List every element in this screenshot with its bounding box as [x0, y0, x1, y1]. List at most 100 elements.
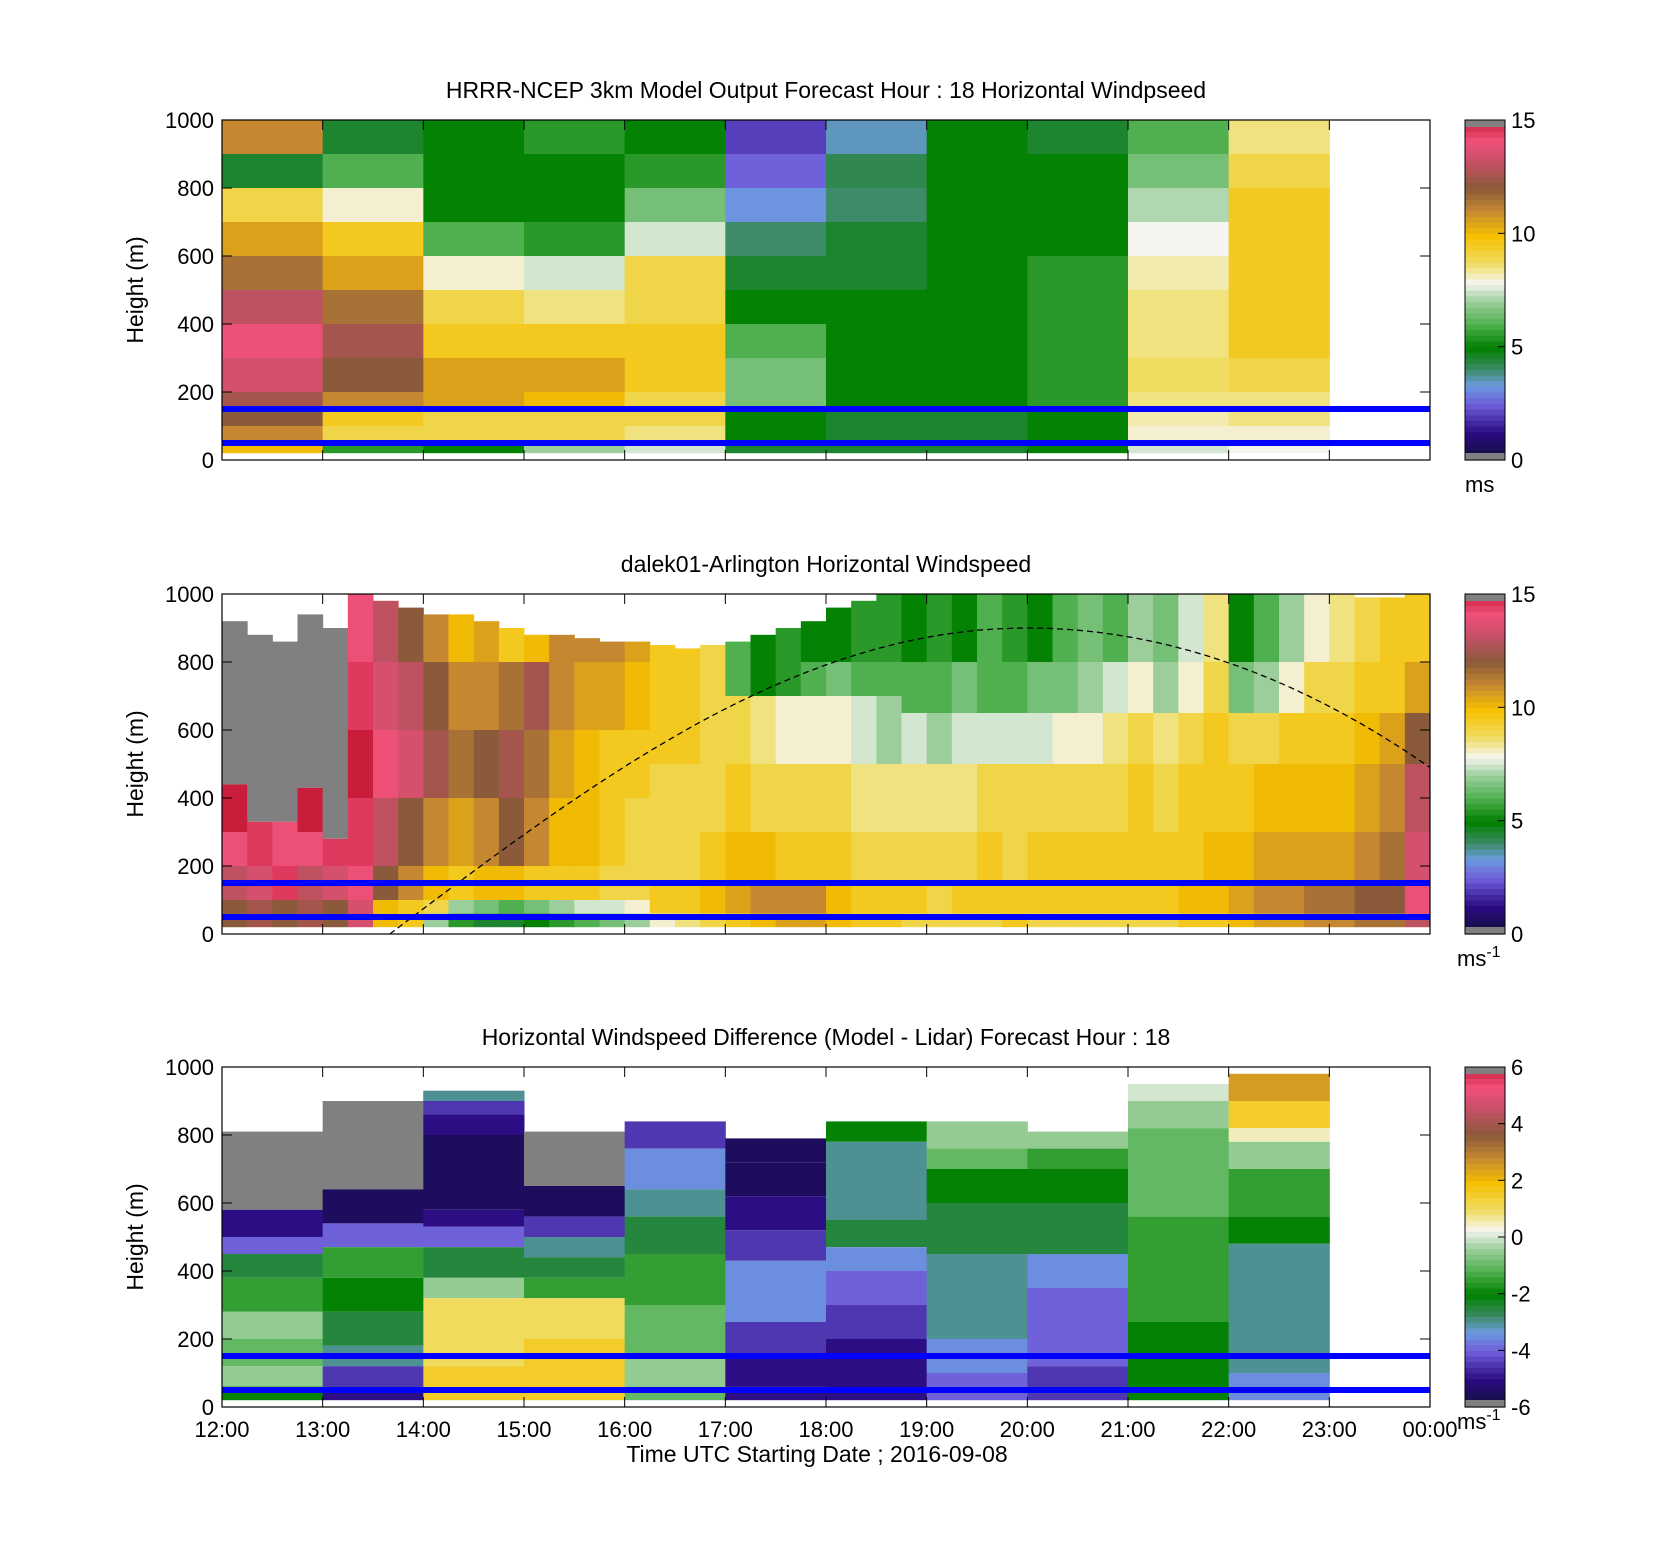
colorbar-tick-label: -2 — [1511, 1282, 1531, 1307]
heatmap-cell — [926, 409, 1028, 426]
heatmap-cell — [1102, 832, 1129, 883]
heatmap-cell — [926, 324, 1028, 358]
colorbar: 0 5 10 15 ms — [1464, 108, 1535, 497]
heatmap-cell — [524, 634, 550, 662]
heatmap-cell — [1102, 713, 1129, 764]
colorbar-segment — [1465, 1203, 1505, 1210]
x-tick-label: 22:00 — [1201, 1417, 1256, 1442]
heatmap-cell — [1102, 662, 1129, 713]
heatmap-cell — [826, 188, 928, 222]
colorbar-segment — [1465, 1305, 1505, 1312]
heatmap-cell — [1128, 1128, 1230, 1169]
heatmap-cell — [1027, 764, 1053, 832]
heatmap-cell — [524, 324, 626, 358]
heatmap-cell — [826, 832, 852, 883]
colorbar-segment — [1465, 273, 1505, 280]
colorbar-segment — [1465, 239, 1505, 246]
heatmap-cell — [1329, 594, 1355, 662]
heatmap-cell — [524, 662, 550, 730]
heatmap-cell — [1102, 594, 1129, 662]
heatmap-cell — [1128, 426, 1230, 443]
heatmap-cell — [876, 662, 902, 696]
heatmap-cell — [1178, 764, 1204, 832]
heatmap-cell — [675, 648, 701, 696]
colorbar-segment — [1465, 650, 1505, 657]
colorbar-segment — [1465, 1327, 1505, 1334]
heatmap-cell — [624, 120, 726, 154]
y-tick-label: 800 — [177, 650, 214, 675]
heatmap-cell — [851, 832, 877, 883]
heatmap-cell — [347, 730, 374, 798]
heatmap-cell — [1404, 832, 1431, 883]
y-tick-label: 800 — [177, 176, 214, 201]
heatmap-cell — [1228, 324, 1330, 358]
x-axis-label: Time UTC Starting Date ; 2016-09-08 — [626, 1441, 1007, 1467]
colorbar-segment — [1465, 222, 1505, 229]
colorbar-segment — [1465, 611, 1505, 618]
heatmap-cell — [1002, 832, 1028, 883]
y-tick-label: 400 — [177, 1259, 214, 1284]
heatmap-cell — [322, 324, 424, 358]
heatmap-cell — [322, 290, 424, 324]
heatmap-cell — [1228, 443, 1330, 454]
heatmap-cell — [1228, 662, 1255, 713]
colorbar-segment — [1465, 639, 1505, 646]
heatmap-cell — [222, 426, 324, 443]
heatmap-cell — [800, 764, 827, 832]
heatmap-cell — [826, 607, 852, 662]
heatmap-cell — [649, 645, 676, 696]
colorbar-segment — [1465, 1225, 1505, 1232]
heatmap-cell — [1102, 764, 1129, 832]
colorbar-segment — [1465, 1384, 1505, 1391]
heatmap-cell — [826, 256, 928, 290]
heatmap-cell — [498, 900, 525, 914]
heatmap-cell — [649, 696, 676, 764]
heatmap-cell — [423, 1366, 525, 1387]
colorbar-segment — [1465, 849, 1505, 856]
heatmap-cell — [398, 900, 424, 928]
heatmap-cell — [599, 900, 626, 914]
colorbar-segment — [1465, 752, 1505, 759]
colorbar-segment — [1465, 1072, 1505, 1079]
x-tick-label: 20:00 — [1000, 1417, 1055, 1442]
heatmap-cell — [524, 256, 626, 290]
colorbar-segment — [1465, 1265, 1505, 1272]
colorbar-segment — [1465, 278, 1505, 285]
colorbar-unit-label: ms-1 — [1457, 1407, 1501, 1434]
colorbar-segment — [1465, 599, 1505, 606]
heatmap-cell — [448, 900, 475, 914]
colorbar-segment — [1465, 250, 1505, 257]
heatmap-cell — [750, 696, 777, 764]
heatmap-cell — [1203, 832, 1230, 883]
heatmap-cell — [222, 222, 324, 256]
heatmap-cell — [1354, 597, 1381, 662]
heatmap-cell — [1077, 662, 1104, 713]
heatmap-cell — [222, 392, 324, 409]
colorbar-segment — [1465, 707, 1505, 714]
heatmap-cell — [1128, 594, 1154, 662]
heatmap-cell — [624, 641, 651, 662]
colorbar-unit-label: ms — [1465, 472, 1494, 497]
colorbar-segment — [1465, 409, 1505, 416]
colorbar-segment — [1465, 244, 1505, 251]
heatmap-cell — [750, 832, 777, 883]
colorbar-segment — [1465, 1254, 1505, 1261]
colorbar-segment — [1465, 781, 1505, 788]
heatmap-cell — [423, 426, 525, 443]
heatmap-cell — [1128, 832, 1154, 883]
colorbar-unit-exponent: -1 — [1486, 944, 1500, 961]
colorbar-segment — [1465, 380, 1505, 387]
heatmap-cell — [1228, 409, 1330, 426]
colorbar-segment — [1465, 1101, 1505, 1108]
heatmap-cell — [1178, 662, 1204, 713]
heatmap-cell — [1228, 1216, 1330, 1244]
colorbar-segment — [1465, 1140, 1505, 1147]
colorbar-segment — [1465, 1135, 1505, 1142]
no-data-cell — [272, 641, 298, 822]
heatmap-cell — [1102, 883, 1129, 914]
heatmap-cell — [599, 662, 626, 730]
heatmap-cell — [1304, 713, 1330, 764]
colorbar-segment — [1465, 1373, 1505, 1380]
heatmap-cell — [322, 900, 349, 928]
heatmap-cell — [926, 1305, 1028, 1339]
